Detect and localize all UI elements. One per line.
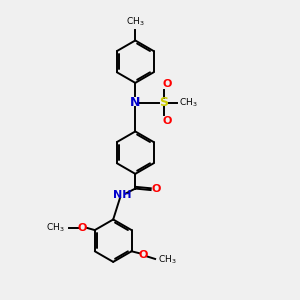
- Text: S: S: [159, 96, 168, 109]
- Text: CH$_3$: CH$_3$: [46, 221, 65, 234]
- Text: O: O: [151, 184, 160, 194]
- Text: CH$_3$: CH$_3$: [126, 16, 145, 28]
- Text: O: O: [78, 223, 87, 233]
- Text: CH$_3$: CH$_3$: [179, 96, 198, 109]
- Text: N: N: [130, 96, 140, 109]
- Text: O: O: [162, 79, 172, 89]
- Text: O: O: [162, 116, 172, 126]
- Text: O: O: [138, 250, 147, 260]
- Text: NH: NH: [113, 190, 131, 200]
- Text: CH$_3$: CH$_3$: [158, 254, 177, 266]
